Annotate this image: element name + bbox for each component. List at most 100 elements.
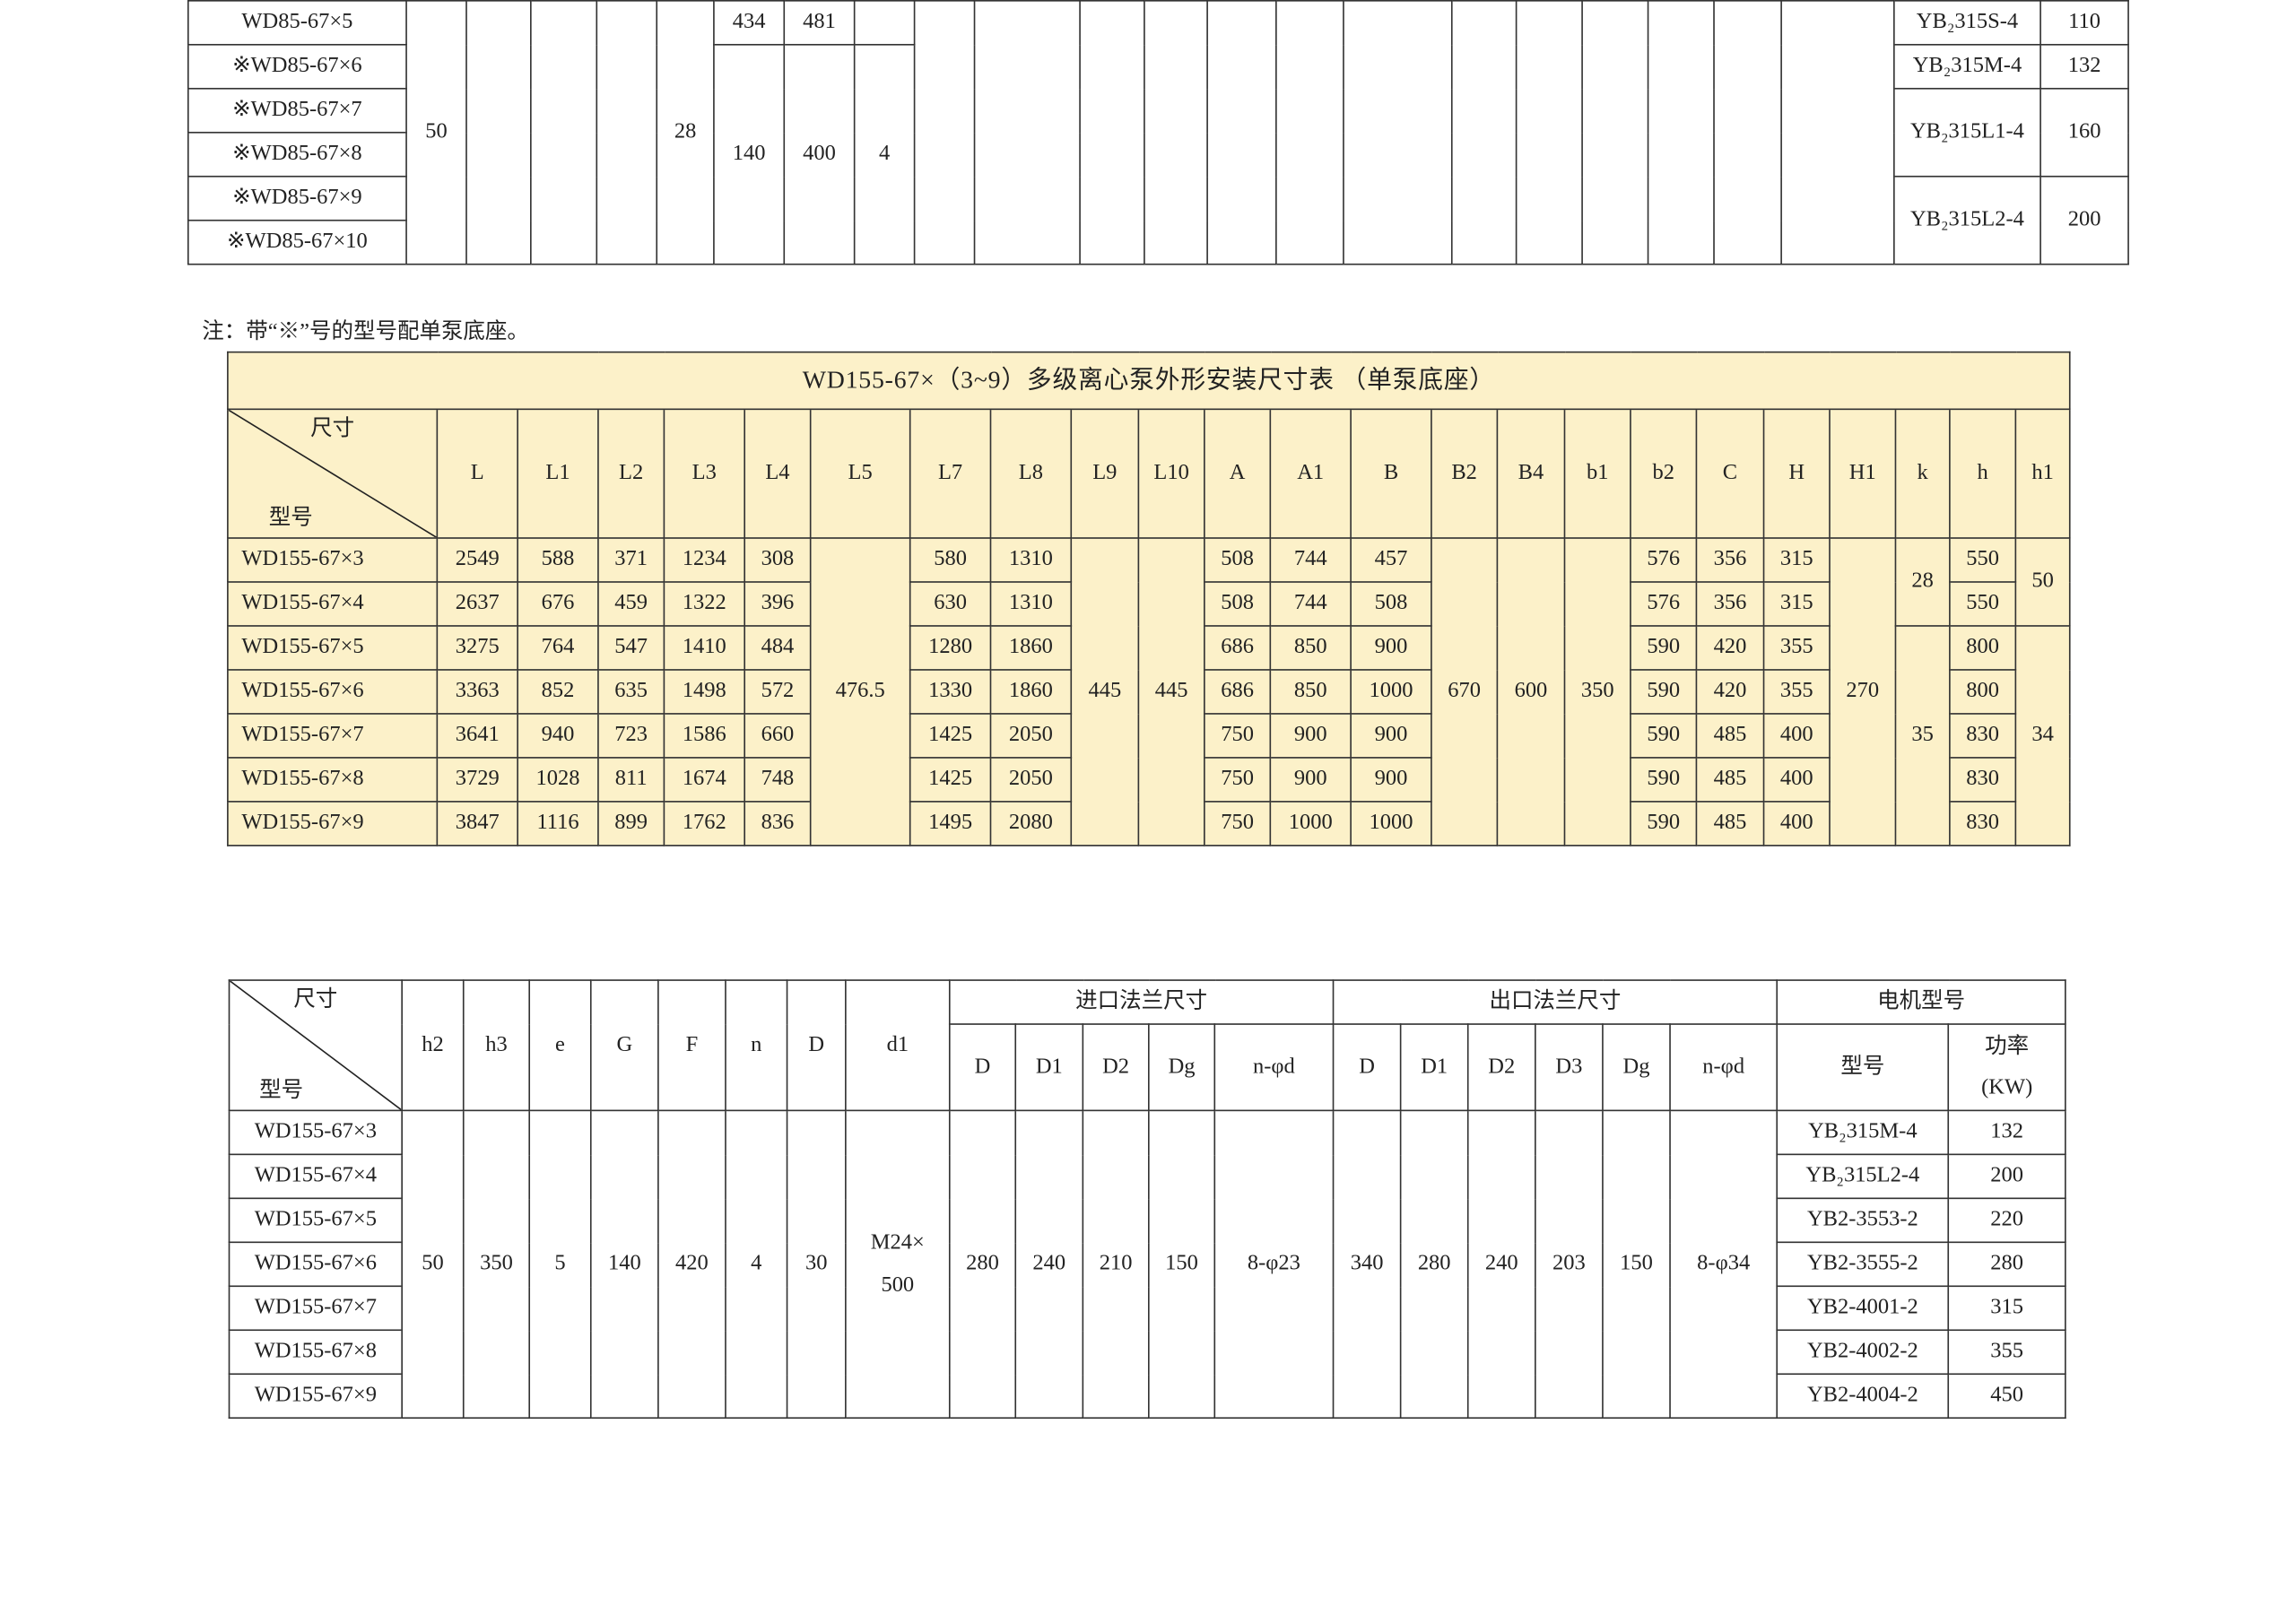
value-cell: 590 xyxy=(1630,757,1698,803)
dimension-label: 尺寸 xyxy=(293,988,338,1012)
value-cell: 630 xyxy=(909,581,992,627)
column-header: n-φd xyxy=(1213,1023,1335,1112)
value-cell: 1860 xyxy=(989,625,1073,671)
value-cell: 400 xyxy=(783,43,856,265)
value-cell: 1674 xyxy=(663,757,746,803)
value-cell: 420 xyxy=(1695,625,1765,671)
value-cell: 830 xyxy=(1949,757,2017,803)
value-cell: 1280 xyxy=(909,625,992,671)
value-cell: 481 xyxy=(783,0,856,46)
value-cell: YB₂315S-4 xyxy=(1893,0,2041,46)
value-cell: 852 xyxy=(517,669,599,715)
value-cell: 1310 xyxy=(989,581,1073,627)
model-cell: WD155-67×9 xyxy=(227,801,439,847)
value-cell: 350 xyxy=(462,1109,531,1420)
column-header: H1 xyxy=(1829,408,1897,539)
model-label: 型号 xyxy=(268,506,313,531)
value-cell: 2050 xyxy=(989,713,1073,759)
value-cell: 355 xyxy=(1947,1329,2066,1376)
value-cell: 315 xyxy=(1762,537,1831,583)
column-header: D1 xyxy=(1399,1023,1469,1112)
value-cell: 830 xyxy=(1949,801,2017,847)
value-cell: 4 xyxy=(853,43,916,265)
value-cell xyxy=(853,0,916,46)
model-cell: WD155-67×5 xyxy=(227,625,439,671)
value-cell: 1322 xyxy=(663,581,746,627)
value-cell: 800 xyxy=(1949,625,2017,671)
column-header: L7 xyxy=(909,408,992,539)
value-cell: 676 xyxy=(517,581,599,627)
value-cell: 572 xyxy=(744,669,812,715)
column-header: 型号 xyxy=(1776,1023,1950,1112)
table-row: WD155-67×4 YB₂315L2-4 200 xyxy=(228,1153,2066,1200)
value-cell xyxy=(1275,0,1344,265)
column-header: D xyxy=(1332,1023,1402,1112)
table-row: WD155-67×8 3729 1028 811 1674 748 1425 2050 750 9… xyxy=(227,757,2070,803)
diagonal-divider xyxy=(230,981,401,1110)
model-cell: WD155-67×6 xyxy=(227,669,439,715)
column-header: A1 xyxy=(1269,408,1352,539)
column-header: d1 xyxy=(845,979,951,1112)
table-row: WD155-67×5 YB2-3553-2 220 xyxy=(228,1197,2066,1244)
header-row: 尺寸 型号 L L1 L2 L3 L4 L5 L7 L8 L9 L10 A A1 B B2 B4 b1 b2 C H H1… xyxy=(227,408,2071,539)
table-row: ※WD85-67×9 YB₂315L2-4 200 xyxy=(187,175,2129,265)
value-cell: 750 xyxy=(1204,757,1272,803)
value-cell: 576 xyxy=(1630,537,1698,583)
column-header: L9 xyxy=(1070,408,1140,539)
value-cell: 635 xyxy=(597,669,665,715)
value-cell: 150 xyxy=(1147,1109,1216,1420)
value-cell: 3363 xyxy=(436,669,518,715)
value-cell xyxy=(465,0,532,265)
value-cell: 4 xyxy=(725,1109,788,1420)
value-cell: 590 xyxy=(1630,669,1698,715)
value-cell: 850 xyxy=(1269,669,1352,715)
column-header: D xyxy=(786,979,847,1112)
column-header: h3 xyxy=(462,979,531,1112)
value-cell: 50 xyxy=(2014,537,2071,627)
model-cell: WD155-67×8 xyxy=(228,1329,403,1376)
value-cell: YB2-4002-2 xyxy=(1776,1329,1950,1376)
value-cell: 350 xyxy=(1563,537,1631,847)
value-cell: 485 xyxy=(1695,713,1765,759)
column-header: B4 xyxy=(1496,408,1566,539)
model-cell: WD155-67×3 xyxy=(227,537,439,583)
title-row: WD155-67×（3~9）多级离心泵外形安装尺寸表 （单泵底座） xyxy=(227,351,2071,411)
value-cell: 900 xyxy=(1269,757,1352,803)
value-cell: 900 xyxy=(1269,713,1352,759)
value-cell xyxy=(973,0,1081,265)
model-cell: WD155-67×3 xyxy=(228,1109,403,1156)
column-header: n-φd xyxy=(1669,1023,1779,1112)
value-cell: 280 xyxy=(1947,1241,2066,1288)
value-cell: 1234 xyxy=(663,537,746,583)
value-cell: 110 xyxy=(2039,0,2129,46)
value-cell: 457 xyxy=(1350,537,1432,583)
value-cell: 940 xyxy=(517,713,599,759)
value-cell: 900 xyxy=(1350,713,1432,759)
value-cell: 445 xyxy=(1070,537,1140,847)
header-row-2: D D1 D2 Dg n-φd D D1 D2 D3 Dg n-φd 型号 功率 (KW) xyxy=(230,1023,2066,1112)
wd155-dimension-table-1: WD155-67×（3~9）多级离心泵外形安装尺寸表 （单泵底座） 尺寸 型号 L L1… xyxy=(227,351,2071,847)
value-cell: 1860 xyxy=(989,669,1073,715)
table-row: WD85-67×5 50 28 434 481 YB₂315S-4 110 xyxy=(187,0,2129,265)
value-cell: YB2-4004-2 xyxy=(1776,1373,1950,1420)
value-cell: 1762 xyxy=(663,801,746,847)
footnote: 注：带“※”号的型号配单泵底座。 xyxy=(202,320,529,344)
value-cell: 445 xyxy=(1137,537,1205,847)
model-cell: WD155-67×7 xyxy=(227,713,439,759)
value-cell: 396 xyxy=(744,581,812,627)
value-cell: 508 xyxy=(1204,537,1272,583)
model-cell: ※WD85-67×8 xyxy=(187,131,407,178)
value-cell: 830 xyxy=(1949,713,2017,759)
value-cell: 580 xyxy=(909,537,992,583)
value-cell: 590 xyxy=(1630,625,1698,671)
value-cell: 600 xyxy=(1496,537,1566,847)
value-cell xyxy=(1581,0,1649,265)
value-cell: 660 xyxy=(744,713,812,759)
column-header: H xyxy=(1762,408,1831,539)
value-cell: 764 xyxy=(517,625,599,671)
value-cell: 686 xyxy=(1204,625,1272,671)
value-cell: 28 xyxy=(1894,537,1951,627)
value-cell: 686 xyxy=(1204,669,1272,715)
model-label: 型号 xyxy=(259,1079,304,1103)
